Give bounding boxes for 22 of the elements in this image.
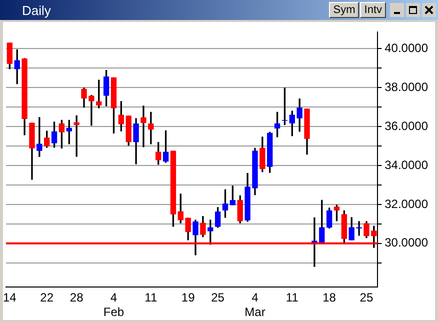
y-tick-label: 40.0000 [384,41,428,56]
text: Sym [329,2,360,18]
x-tick-label: 4 Feb [103,290,124,320]
candlestick [74,115,80,157]
x-tick-label: 4 Mar [244,290,266,320]
x-tick-label: 28 [70,290,84,305]
candlestick [140,106,146,148]
y-tick-label: 38.0000 [384,80,428,94]
y-tick-label: 36.0000 [384,118,428,133]
x-tick-label: 25 [360,290,374,305]
chart-title: Daily [21,2,52,18]
y-tick-label: 32.0000 [384,196,428,211]
x-tick-label: 25 [211,290,225,305]
x-tick-label: 14 [2,290,17,305]
x-tick-label: 19 [181,290,196,305]
x-tick-label: 22 [40,290,54,305]
x-tick-label: 18 [322,290,336,305]
y-tick-label: 30.0000 [384,236,428,250]
x-tick-label: 11 [286,290,299,305]
text: Intv [360,2,386,18]
y-tick-label: 34.0000 [384,158,428,172]
x-tick-label: 11 [144,290,158,305]
